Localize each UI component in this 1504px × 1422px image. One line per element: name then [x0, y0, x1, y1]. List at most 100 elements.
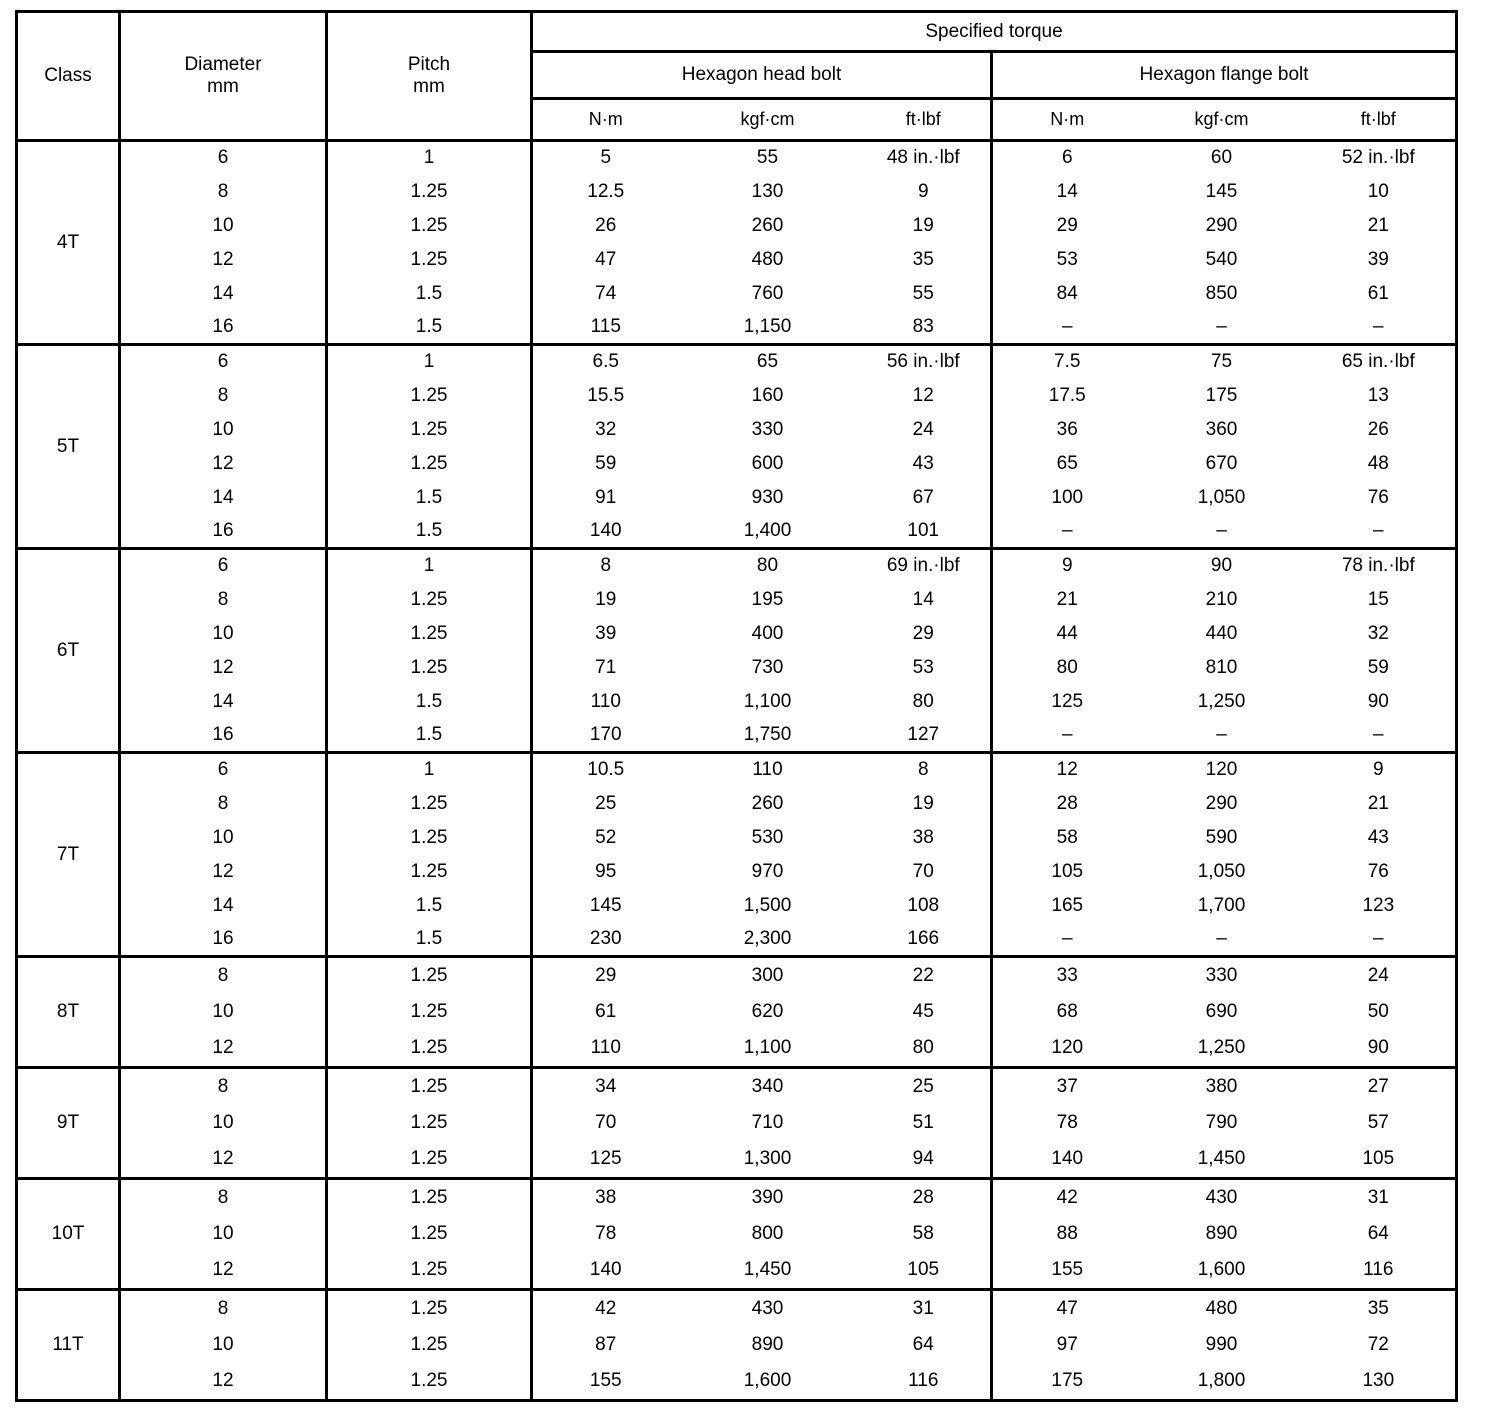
- head-bolt-nm-cell: 19: [595, 588, 617, 610]
- head-bolt-ftlbf-cell: 116: [856, 1363, 993, 1401]
- table-row: 12 1.25 71 730 53 80 810 59: [17, 650, 1457, 685]
- class-column-header: Class: [16, 11, 121, 141]
- table-row: 10 1.25 78 800 58 88 890 64: [17, 1215, 1457, 1253]
- flange-bolt-nm-cell: 100: [1051, 486, 1084, 508]
- head-bolt-nm-cell: 8: [531, 547, 679, 583]
- diameter-cell: 12: [119, 1363, 328, 1401]
- head-bolt-kgfcm-cell: 1,100: [743, 1037, 792, 1059]
- flange-bolt-kgfcm-cell: 290: [1205, 792, 1238, 814]
- flange-bolt-kgfcm-cell: 990: [1205, 1334, 1238, 1356]
- head-bolt-nm-cell: 110: [590, 1037, 621, 1059]
- flange-bolt-ftlbf-cell: 50: [1367, 1001, 1389, 1023]
- flange-bolt-kgfcm-cell: 1,700: [1197, 894, 1246, 916]
- flange-bolt-ftlbf-cell: 65 in.·lbf: [1301, 343, 1457, 379]
- class-cell: 9T: [16, 1066, 121, 1179]
- head-bolt-nm-cell: 110: [590, 690, 621, 712]
- head-bolt-kgfcm-cell: 890: [751, 1334, 784, 1356]
- flange-bolt-ftlbf-cell: 48: [1367, 452, 1389, 474]
- flange-bolt-ftlbf-cell: 15: [1367, 588, 1389, 610]
- pitch-cell: 1.25: [326, 582, 533, 617]
- pitch-cell: 1: [326, 547, 533, 583]
- diameter-column-header: Diameter mm: [119, 11, 328, 141]
- table-row: 12 1.25 95 970 70 105 1,050 76: [17, 854, 1457, 889]
- table-row: 10 1.25 39 400 29 44 440 32: [17, 616, 1457, 651]
- table-header: Class Diameter mm Pitch mm Specified tor…: [16, 11, 1457, 142]
- head-bolt-kgfcm-cell: 600: [751, 452, 784, 474]
- pitch-cell: 1.25: [326, 174, 533, 209]
- diameter-cell: 16: [119, 922, 328, 957]
- head-bolt-kgfcm-cell: 480: [751, 248, 784, 270]
- table-row: 10 1.25 70 710 51 78 790 57: [17, 1104, 1457, 1142]
- head-bolt-kgfcm-cell: 130: [751, 180, 784, 202]
- head-bolt-nm-cell: 52: [595, 826, 617, 848]
- head-bolt-ftlbf-cell: 105: [856, 1252, 993, 1290]
- pitch-cell: 1.25: [326, 1252, 533, 1290]
- flange-bolt-kgfcm-cell: 175: [1205, 384, 1238, 406]
- table-row: 16 1.5 230 2,300 166 – – –: [17, 922, 1457, 957]
- flange-bolt-nm-cell: 140: [1051, 1148, 1084, 1170]
- flange-bolt-kgfcm-cell: –: [1216, 315, 1227, 337]
- flange-bolt-nm-cell: 58: [1056, 826, 1078, 848]
- flange-bolt-kgfcm-cell: 480: [1141, 1288, 1302, 1327]
- unit-header-ftlbf-flange: ft·lbf: [1301, 98, 1457, 142]
- flange-bolt-kgfcm-cell: 890: [1205, 1223, 1238, 1245]
- head-bolt-nm-cell: 78: [595, 1223, 617, 1245]
- diameter-cell: 10: [119, 1215, 328, 1253]
- flange-bolt-nm-cell: 175: [1051, 1370, 1084, 1392]
- flange-bolt-ftlbf-cell: 90: [1367, 1037, 1389, 1059]
- diameter-cell: 10: [119, 412, 328, 447]
- flange-bolt-kgfcm-cell: 790: [1205, 1112, 1238, 1134]
- head-bolt-kgfcm-cell: 530: [751, 826, 784, 848]
- table-row: 11T 8 1.25 42 430 31 47 480 35: [16, 1288, 1457, 1401]
- table-row: 14 1.5 91 930 67 100 1,050 76: [17, 480, 1457, 515]
- flange-bolt-nm-cell: –: [1061, 723, 1073, 745]
- flange-bolt-nm-cell: 37: [991, 1066, 1142, 1105]
- head-bolt-ftlbf-cell: 48 in.·lbf: [856, 139, 993, 175]
- torque-table-body: 4T 6 1 5 55 48 in.·lbf 6 60 52 in.·lbf 8 1.25 12.5 1…: [16, 139, 1457, 1401]
- pitch-cell: 1.5: [326, 718, 533, 753]
- head-bolt-kgfcm-cell: 2,300: [743, 927, 792, 949]
- head-bolt-kgfcm-cell: 1,300: [743, 1148, 792, 1170]
- flange-bolt-kgfcm-cell: 440: [1205, 622, 1238, 644]
- diameter-cell: 6: [119, 139, 328, 175]
- pitch-cell: 1.25: [326, 650, 533, 685]
- flange-bolt-kgfcm-cell: 810: [1205, 656, 1238, 678]
- pitch-cell: 1.5: [326, 276, 533, 311]
- class-cell: 10T: [16, 1177, 121, 1290]
- table-row: 14 1.5 74 760 55 84 850 61: [17, 276, 1457, 311]
- diameter-cell: 10: [119, 1326, 328, 1364]
- flange-bolt-ftlbf-cell: 64: [1367, 1223, 1389, 1245]
- flange-bolt-ftlbf-cell: 39: [1367, 248, 1389, 270]
- flange-bolt-kgfcm-cell: 540: [1205, 248, 1238, 270]
- header-row-1: Class Diameter mm Pitch mm Specified tor…: [16, 11, 1457, 141]
- head-bolt-nm-cell: 145: [589, 894, 622, 916]
- flange-bolt-kgfcm-cell: 850: [1205, 282, 1238, 304]
- head-bolt-nm-cell: 91: [595, 486, 617, 508]
- table-row: 10 1.25 87 890 64 97 990 72: [17, 1326, 1457, 1364]
- pitch-cell: 1: [326, 343, 533, 379]
- flange-bolt-ftlbf-cell: 9: [1301, 751, 1457, 787]
- head-bolt-ftlbf-cell: 55: [856, 276, 993, 311]
- head-bolt-ftlbf-cell: 28: [856, 1177, 993, 1216]
- diameter-cell: 8: [119, 174, 328, 209]
- flange-bolt-kgfcm-cell: 1,800: [1197, 1370, 1246, 1392]
- head-bolt-ftlbf-cell: 25: [856, 1066, 993, 1105]
- diameter-cell: 6: [119, 751, 328, 787]
- flange-bolt-kgfcm-cell: –: [1216, 723, 1227, 745]
- flange-bolt-ftlbf-cell: 116: [1363, 1259, 1394, 1281]
- pitch-cell: 1: [326, 751, 533, 787]
- table-row: 12 1.25 47 480 35 53 540 39: [17, 242, 1457, 277]
- diameter-cell: 14: [119, 480, 328, 515]
- pitch-cell: 1.25: [326, 1141, 533, 1179]
- diameter-cell: 10: [119, 616, 328, 651]
- head-bolt-nm-cell: 70: [595, 1112, 617, 1134]
- pitch-cell: 1.5: [326, 922, 533, 957]
- head-bolt-nm-cell: 155: [589, 1370, 622, 1392]
- head-bolt-ftlbf-cell: 14: [856, 582, 993, 617]
- head-bolt-ftlbf-cell: 38: [856, 820, 993, 855]
- flange-bolt-nm-cell: 105: [1051, 860, 1084, 882]
- diameter-cell: 14: [119, 684, 328, 719]
- flange-bolt-ftlbf-cell: 76: [1367, 486, 1389, 508]
- head-bolt-nm-cell: 95: [595, 860, 617, 882]
- table-row: 10T 8 1.25 38 390 28 42 430 31: [16, 1177, 1457, 1290]
